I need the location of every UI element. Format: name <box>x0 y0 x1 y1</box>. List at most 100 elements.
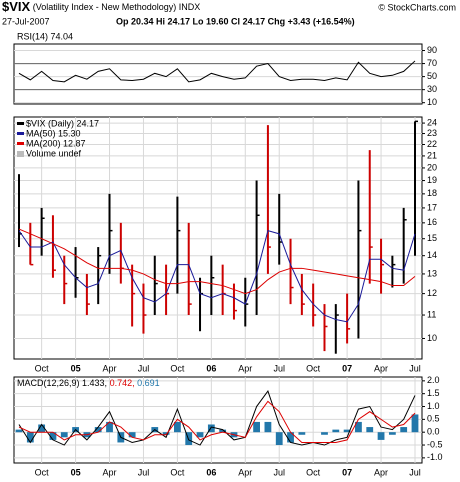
x-tick-label: Oct <box>306 467 321 477</box>
y-tick-label: 19 <box>427 175 437 185</box>
y-tick-label: 13 <box>427 268 437 278</box>
date: 27-Jul-2007 <box>2 16 50 26</box>
y-tick-label: 11 <box>427 309 436 319</box>
y-tick-label: 10 <box>427 97 437 107</box>
x-tick-label: Apr <box>374 467 388 477</box>
histogram-bar <box>162 432 170 435</box>
x-tick-label: Oct <box>170 363 185 373</box>
histogram-bar <box>355 421 362 433</box>
y-tick-label: 21 <box>427 150 437 160</box>
y-tick-label: 0.5 <box>427 414 440 424</box>
histogram-bar <box>343 429 351 433</box>
histogram-bar <box>106 421 113 433</box>
histogram-bar <box>332 429 340 433</box>
y-tick-label: 12 <box>427 288 437 298</box>
legend-label: 0.691 <box>137 378 160 388</box>
series-line <box>18 390 416 446</box>
histogram-bar <box>275 432 283 446</box>
header-title: $VIX (Volatility Index - New Methodology… <box>2 0 200 14</box>
y-tick-label: 2.0 <box>427 375 440 385</box>
panel <box>13 116 423 360</box>
legend: MACD(12,26,9) 1.433, 0.742, 0.691 <box>17 378 160 388</box>
y-tick-label: 1.0 <box>427 401 440 411</box>
legend-label: $VIX (Daily) 24.17 <box>26 118 99 128</box>
exchange: INDX <box>179 2 201 12</box>
source: © StockCharts.com <box>378 2 456 12</box>
y-tick-label: 23 <box>427 128 437 138</box>
histogram-bar <box>366 427 374 433</box>
histogram-bar <box>26 432 34 443</box>
histogram-bar <box>196 432 204 438</box>
series-line <box>18 400 416 443</box>
y-tick-label: 15 <box>427 233 437 243</box>
series-line <box>18 60 416 83</box>
legend-label: MA(200) 12.87 <box>26 138 86 148</box>
legend-label: 0.742, <box>110 378 135 388</box>
histogram-bar <box>388 432 396 435</box>
histogram-bar <box>15 429 23 433</box>
symbol: $VIX <box>2 0 31 14</box>
x-tick-label: 07 <box>342 363 352 373</box>
histogram-bar <box>38 424 46 433</box>
panel-title: RSI(14) 74.04 <box>17 31 73 41</box>
histogram-bar <box>207 424 215 433</box>
x-tick-label: Apr <box>374 363 388 373</box>
index-name: (Volatility Index - New Methodology) <box>33 2 177 12</box>
y-tick-label: 24 <box>427 117 437 127</box>
x-tick-label: Jul <box>138 467 150 477</box>
histogram-bar <box>94 427 102 433</box>
histogram-bar <box>128 432 136 438</box>
y-tick-label: 20 <box>427 162 437 172</box>
y-tick-label: 70 <box>427 58 437 68</box>
y-tick-label: 0.0 <box>427 427 440 437</box>
x-tick-label: Oct <box>35 467 50 477</box>
x-tick-label: Oct <box>306 363 321 373</box>
series-line <box>18 230 416 323</box>
histogram-bar <box>60 432 68 438</box>
histogram-bar <box>219 429 227 433</box>
x-tick-label: 07 <box>342 467 352 477</box>
y-tick-label: -0.5 <box>427 439 443 449</box>
y-tick-label: 18 <box>427 188 437 198</box>
histogram-bar <box>253 421 260 433</box>
legend-label: MACD(12,26,9) 1.433, <box>17 378 107 388</box>
histogram-bar <box>264 421 272 433</box>
histogram-bar <box>287 432 294 443</box>
x-tick-label: Apr <box>103 467 117 477</box>
x-tick-label: Apr <box>238 467 252 477</box>
histogram-bar <box>400 427 408 433</box>
legend-swatch <box>17 142 24 145</box>
legend-swatch <box>17 151 24 157</box>
y-tick-label: 16 <box>427 217 437 227</box>
annotation: Volume undef <box>26 148 82 158</box>
histogram-bar <box>49 432 57 440</box>
y-tick-label: 22 <box>427 139 437 149</box>
y-tick-label: 1.5 <box>427 388 440 398</box>
x-tick-label: Jul <box>273 467 285 477</box>
y-tick-label: 17 <box>427 202 437 212</box>
legend-label: MA(50) 15.30 <box>26 128 81 138</box>
histogram-bar <box>298 432 306 435</box>
y-tick-label: 30 <box>427 84 437 94</box>
x-tick-label: Jul <box>409 363 421 373</box>
histogram-bar <box>321 432 328 435</box>
histogram-bar <box>174 421 181 433</box>
quote: Op 20.34 Hi 24.17 Lo 19.60 Cl 24.17 Chg … <box>116 16 355 26</box>
x-tick-label: Jul <box>273 363 285 373</box>
x-tick-label: Apr <box>103 363 117 373</box>
histogram-bar <box>377 432 385 440</box>
y-tick-label: 50 <box>427 71 437 81</box>
y-tick-label: 10 <box>427 333 437 343</box>
x-tick-label: Apr <box>238 363 252 373</box>
x-tick-label: 06 <box>206 363 216 373</box>
y-tick-label: 90 <box>427 45 437 55</box>
histogram-bar <box>411 414 419 433</box>
legend-swatch <box>17 122 24 125</box>
x-tick-label: Jul <box>409 467 421 477</box>
x-tick-label: 05 <box>71 467 81 477</box>
x-tick-label: 06 <box>206 467 216 477</box>
y-tick-label: 14 <box>427 250 437 260</box>
x-tick-label: Jul <box>138 363 150 373</box>
panel <box>13 43 423 105</box>
